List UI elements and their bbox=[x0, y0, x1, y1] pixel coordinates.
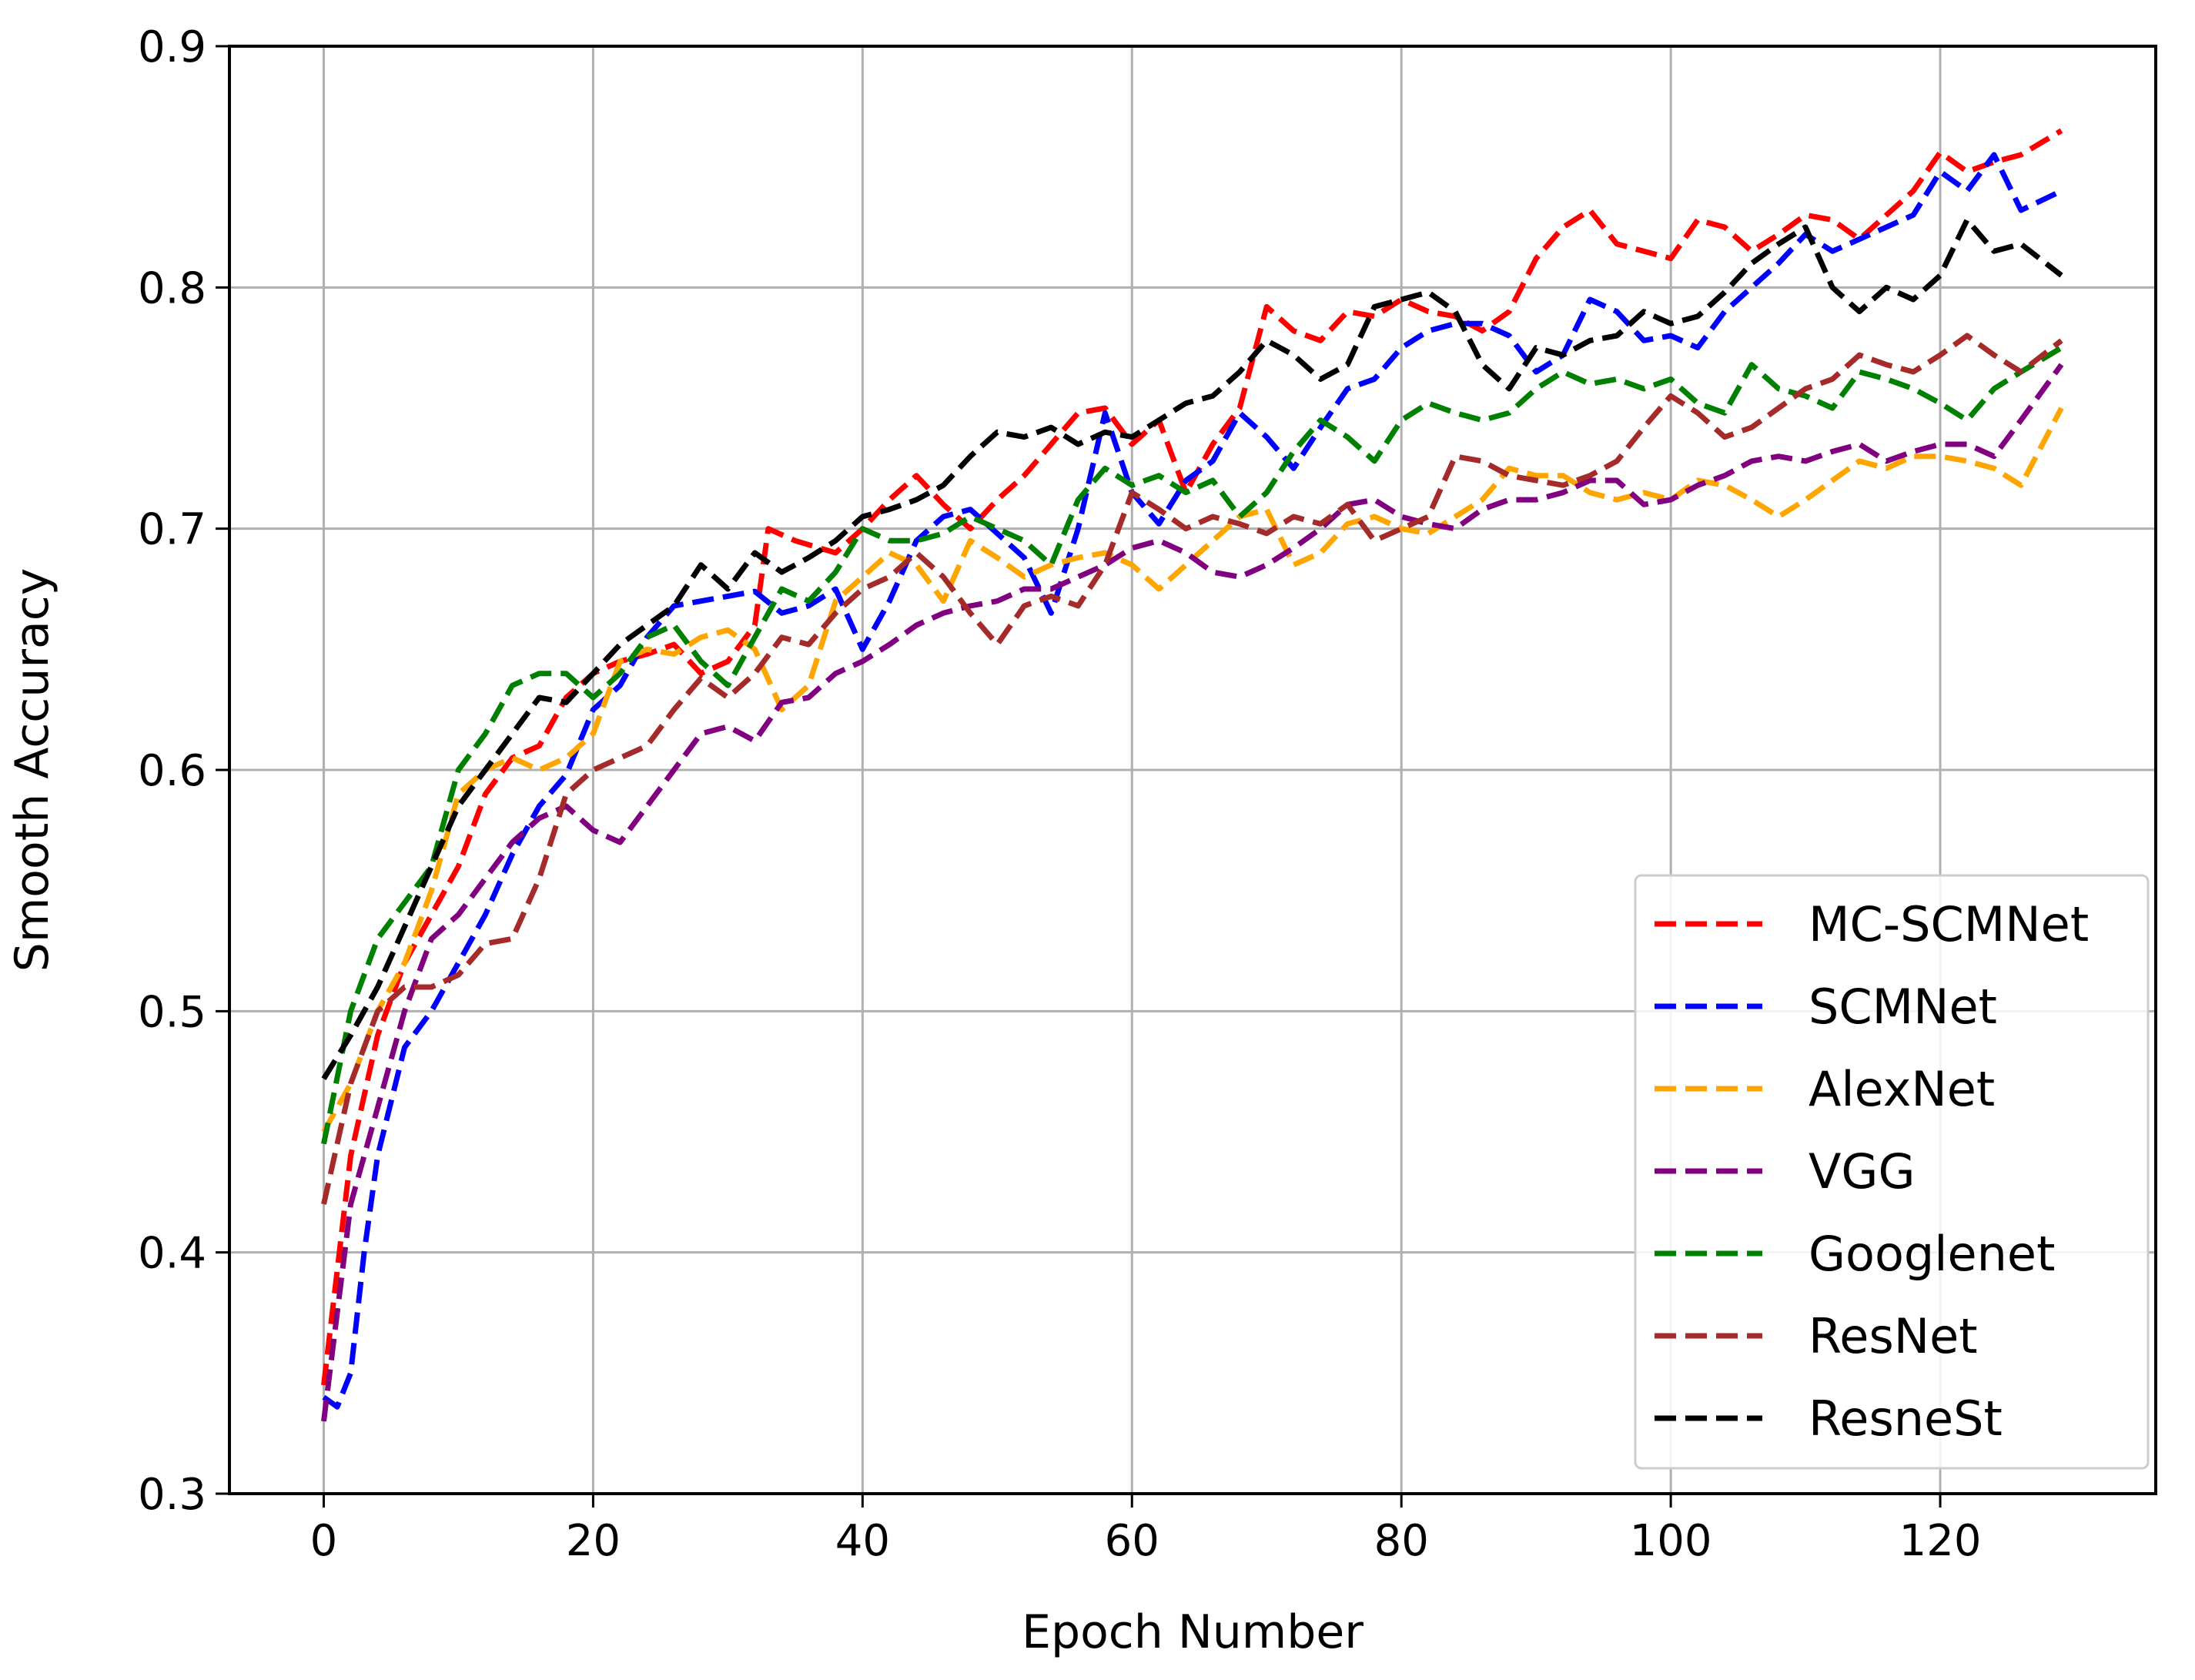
x-tick-label: 80 bbox=[1374, 1516, 1429, 1566]
y-tick-label: 0.3 bbox=[138, 1470, 206, 1520]
legend-label: VGG bbox=[1809, 1143, 1916, 1200]
x-tick-label: 0 bbox=[310, 1516, 338, 1566]
x-tick-label: 20 bbox=[566, 1516, 621, 1566]
series-line-resnest bbox=[321, 217, 2063, 1080]
legend-box bbox=[1634, 874, 2150, 1470]
x-axis-label: Epoch Number bbox=[1022, 1605, 1364, 1659]
series-lines bbox=[321, 128, 2064, 1422]
y-tick-label: 0.6 bbox=[138, 746, 206, 796]
series-line-vgg bbox=[321, 363, 2064, 1422]
y-tick-label: 0.9 bbox=[138, 22, 206, 72]
legend: MC-SCMNet SCMNet AlexNet VGG Googlenet ResNet… bbox=[1634, 874, 2150, 1470]
y-tick-label: 0.8 bbox=[138, 263, 206, 313]
y-tick-label: 0.4 bbox=[138, 1229, 206, 1279]
x-tick-label: 100 bbox=[1630, 1516, 1712, 1566]
axis-ticks: 0 20 40 60 80 100 120 0.3 0.4 0.5 0.6 0.7 0.8 0.9 bbox=[138, 22, 1982, 1566]
y-tick-label: 0.5 bbox=[138, 987, 206, 1037]
series-line-scmnet bbox=[322, 152, 2063, 1410]
legend-label: SCMNet bbox=[1809, 979, 1997, 1035]
legend-label: MC-SCMNet bbox=[1809, 896, 2089, 952]
series-line-alexnet bbox=[321, 407, 2064, 1133]
series-line-resnet bbox=[321, 333, 2063, 1205]
legend-label: Googlenet bbox=[1809, 1226, 2055, 1282]
series-line-mc-scmnet bbox=[321, 128, 2063, 1386]
legend-label: ResNet bbox=[1809, 1308, 1978, 1364]
x-tick-label: 60 bbox=[1105, 1516, 1159, 1566]
y-axis-label: Smooth Accuracy bbox=[5, 568, 59, 972]
legend-label: ResneSt bbox=[1809, 1391, 2003, 1447]
legend-label: AlexNet bbox=[1809, 1061, 1995, 1117]
series-line-googlenet bbox=[321, 345, 2063, 1145]
x-tick-label: 40 bbox=[835, 1516, 890, 1566]
x-tick-label: 120 bbox=[1899, 1516, 1982, 1566]
y-tick-label: 0.7 bbox=[138, 505, 206, 555]
